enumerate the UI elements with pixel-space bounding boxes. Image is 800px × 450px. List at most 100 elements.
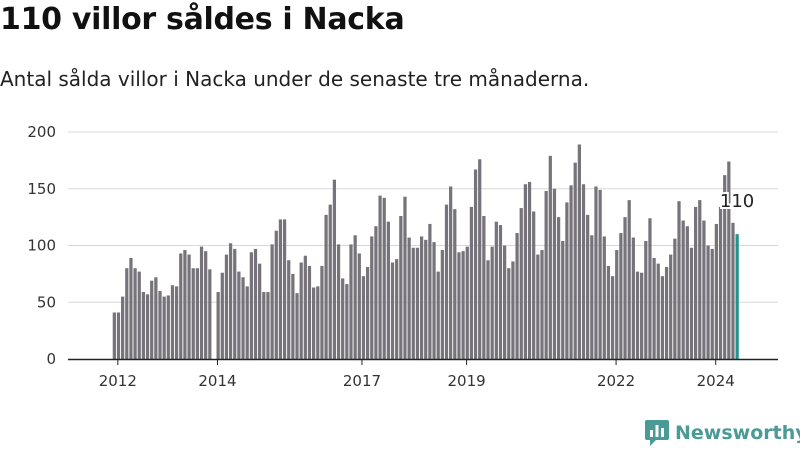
- bar-latest: [735, 234, 739, 359]
- bar: [224, 254, 229, 359]
- bar: [133, 268, 137, 359]
- bar: [270, 244, 274, 359]
- chart-title: 110 villor såldes i Nacka: [0, 2, 405, 37]
- bar: [374, 226, 378, 359]
- bar: [175, 286, 179, 359]
- x-tick-label-2022: 2022: [597, 372, 635, 390]
- bar: [424, 239, 428, 359]
- bar: [241, 277, 245, 359]
- bar: [469, 206, 474, 359]
- bar: [166, 295, 170, 359]
- bar: [610, 276, 615, 359]
- last-value-label: 110: [720, 191, 754, 212]
- newsworthy-logo[interactable]: Newsworthy: [645, 420, 800, 446]
- x-tick-label-2012: 2012: [99, 372, 137, 390]
- bar: [440, 250, 444, 359]
- bar: [320, 265, 324, 359]
- bar: [208, 269, 212, 359]
- bar: [162, 296, 166, 359]
- bar: [399, 215, 403, 359]
- bar: [635, 271, 640, 359]
- bar: [428, 223, 432, 359]
- bar: [511, 261, 515, 359]
- bar: [478, 159, 482, 359]
- x-axis-ticks: 2012 2014 2017 2019 2022 2024: [99, 359, 735, 390]
- bar: [640, 272, 644, 359]
- bar: [266, 292, 270, 359]
- bar: [274, 230, 278, 359]
- bar: [407, 237, 411, 359]
- x-tick-label-2024: 2024: [697, 372, 735, 390]
- bar: [473, 169, 478, 359]
- bar: [324, 214, 328, 359]
- bar: [631, 237, 635, 359]
- bar: [714, 223, 718, 359]
- bar: [328, 204, 332, 359]
- bar: [179, 253, 183, 359]
- bar: [137, 271, 141, 359]
- bar: [129, 257, 133, 359]
- bar: [527, 181, 532, 359]
- bar: [656, 263, 660, 359]
- bar: [253, 248, 258, 359]
- bar: [544, 191, 548, 359]
- bar: [249, 252, 253, 359]
- bar: [515, 233, 519, 359]
- bar: [262, 292, 266, 359]
- bar: [303, 255, 307, 359]
- bar: [112, 312, 116, 359]
- bar: [623, 217, 627, 360]
- bar: [561, 240, 565, 359]
- bar: [569, 185, 573, 359]
- bar: [519, 208, 523, 359]
- bar: [457, 252, 461, 359]
- bar: [204, 251, 208, 359]
- bar: [145, 294, 150, 359]
- bar: [556, 217, 561, 360]
- bar: [669, 254, 673, 359]
- bar: [150, 280, 154, 359]
- bar: [673, 238, 677, 359]
- bar: [395, 259, 399, 359]
- bar: [731, 222, 735, 359]
- bar: [660, 276, 665, 359]
- newsworthy-logo-icon: [645, 420, 669, 446]
- bar: [341, 278, 345, 359]
- bar: [228, 243, 233, 359]
- bar: [125, 268, 129, 359]
- bar: [361, 276, 366, 359]
- bar: [382, 197, 386, 359]
- bar: [615, 250, 619, 359]
- y-tick-label-50: 50: [37, 293, 56, 311]
- bar: [154, 277, 158, 359]
- bar: [449, 186, 453, 359]
- bar: [644, 240, 648, 359]
- bar: [237, 271, 241, 359]
- bar: [365, 267, 370, 359]
- bar: [121, 296, 125, 359]
- bar: [183, 250, 187, 359]
- bar: [602, 236, 606, 359]
- bar: [710, 248, 714, 359]
- bar: [465, 246, 469, 359]
- bar: [698, 200, 702, 359]
- bar: [677, 201, 681, 359]
- bar: [278, 219, 283, 359]
- bar: [706, 245, 710, 359]
- bar: [411, 247, 415, 359]
- bar: [170, 285, 175, 359]
- bar: [415, 247, 420, 359]
- bar: [586, 214, 590, 359]
- bar: [353, 235, 357, 359]
- bar: [494, 221, 498, 359]
- brand-name: Newsworthy: [675, 422, 800, 444]
- bar: [548, 155, 552, 359]
- bar: [507, 268, 511, 359]
- bar: [419, 236, 424, 359]
- y-tick-label-0: 0: [46, 350, 56, 368]
- bar: [648, 218, 652, 359]
- bar: [245, 286, 249, 359]
- bar: [233, 248, 237, 359]
- bar: [187, 254, 191, 359]
